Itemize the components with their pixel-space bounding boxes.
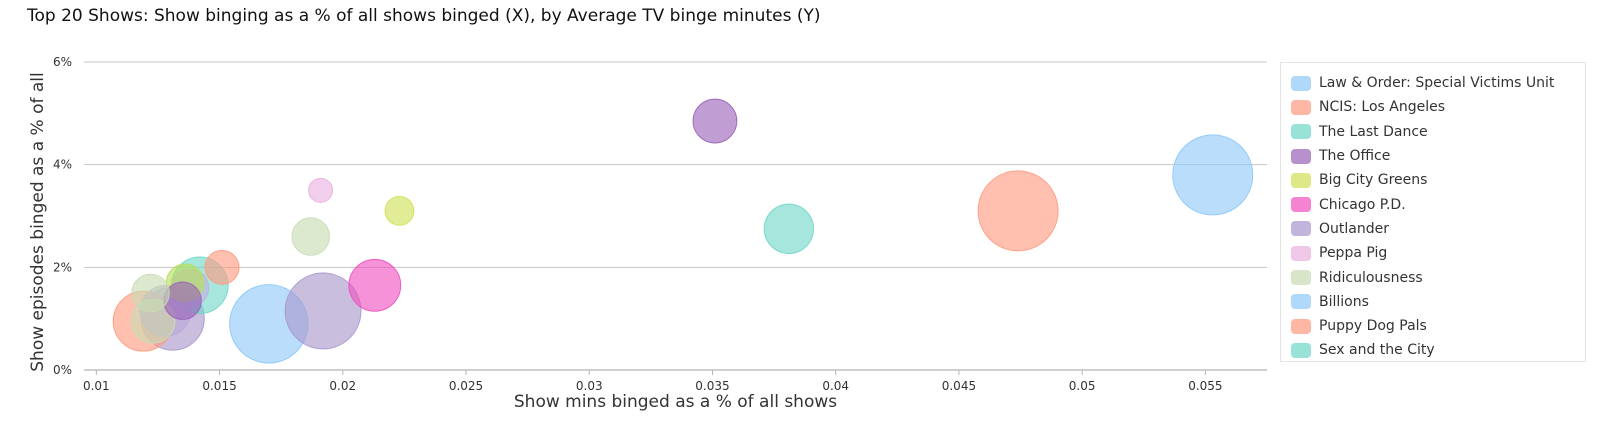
x-tick-label: 0.02 xyxy=(329,379,356,393)
legend-label: Chicago P.D. xyxy=(1319,196,1406,213)
x-tick-label: 0.035 xyxy=(695,379,729,393)
legend-item[interactable]: Peppa Pig xyxy=(1291,241,1585,265)
y-tick-label: 0% xyxy=(53,363,72,377)
legend-label: Billions xyxy=(1319,293,1369,310)
legend-swatch xyxy=(1291,294,1311,310)
legend-label: Law & Order: Special Victims Unit xyxy=(1319,75,1555,92)
bubble-point[interactable] xyxy=(284,272,362,350)
bubble-point[interactable] xyxy=(204,249,240,285)
legend-label: Big City Greens xyxy=(1319,172,1428,189)
legend-item[interactable]: Billions xyxy=(1291,290,1585,314)
legend-item[interactable]: The Last Dance xyxy=(1291,120,1585,144)
scatter-chart: 0% 2% 4% 6% 0.01 0.015 0.02 0.025 0.03 0.035 0.04… xyxy=(28,55,1267,412)
bubble-point[interactable] xyxy=(131,273,170,313)
bubble-point[interactable] xyxy=(692,98,738,144)
legend-label: Outlander xyxy=(1319,220,1389,237)
gridlines xyxy=(84,61,1267,371)
bubble-point[interactable] xyxy=(1172,134,1254,216)
legend-label: Sex and the City xyxy=(1319,342,1435,359)
y-tick-label: 6% xyxy=(53,55,72,69)
legend-item[interactable]: Puppy Dog Pals xyxy=(1291,314,1585,338)
legend-item[interactable]: Outlander xyxy=(1291,217,1585,241)
chart-title: Top 20 Shows: Show binging as a % of all… xyxy=(27,6,821,26)
y-axis-ticks: 0% 2% 4% 6% xyxy=(53,55,72,377)
legend-swatch xyxy=(1291,318,1311,334)
legend-swatch xyxy=(1291,342,1311,358)
y-tick-label: 2% xyxy=(53,260,72,274)
x-axis-ticks: 0.01 0.015 0.02 0.025 0.03 0.035 0.04 0.045 0.05… xyxy=(83,370,1223,393)
legend-item[interactable]: Chicago P.D. xyxy=(1291,192,1585,216)
legend: Law & Order: Special Victims Unit NCIS: L… xyxy=(1280,62,1586,362)
legend-label: Ridiculousness xyxy=(1319,269,1423,286)
x-tick-label: 0.01 xyxy=(83,379,110,393)
legend-item[interactable]: The Office xyxy=(1291,144,1585,168)
bubble-point[interactable] xyxy=(763,203,815,254)
legend-label: The Office xyxy=(1319,148,1391,165)
bubble-point[interactable] xyxy=(348,258,402,312)
legend-swatch xyxy=(1291,270,1311,286)
x-tick-label: 0.05 xyxy=(1069,379,1096,393)
legend-swatch xyxy=(1291,245,1311,261)
x-tick-label: 0.025 xyxy=(449,379,483,393)
legend-swatch xyxy=(1291,148,1311,164)
legend-label: NCIS: Los Angeles xyxy=(1319,99,1446,116)
x-tick-label: 0.015 xyxy=(202,379,236,393)
legend-swatch xyxy=(1291,124,1311,140)
legend-swatch xyxy=(1291,99,1311,115)
legend-item[interactable]: Sex and the City xyxy=(1291,338,1585,362)
x-tick-label: 0.04 xyxy=(822,379,849,393)
x-tick-label: 0.055 xyxy=(1188,379,1222,393)
bubbles xyxy=(112,98,1254,364)
bubble-point[interactable] xyxy=(163,281,202,320)
bubble-point[interactable] xyxy=(291,217,331,256)
bubble-point[interactable] xyxy=(308,177,334,203)
legend-swatch xyxy=(1291,75,1311,91)
x-axis-title: Show mins binged as a % of all shows xyxy=(514,392,837,412)
legend-label: The Last Dance xyxy=(1319,123,1428,140)
legend-label: Peppa Pig xyxy=(1319,245,1388,262)
y-tick-label: 4% xyxy=(53,158,72,172)
y-axis-title: Show episodes binged as a % of all xyxy=(28,72,48,371)
bubble-point[interactable] xyxy=(384,195,415,226)
legend-swatch xyxy=(1291,197,1311,213)
legend-item[interactable]: Big City Greens xyxy=(1291,168,1585,192)
legend-item[interactable]: Ridiculousness xyxy=(1291,265,1585,289)
x-tick-label: 0.045 xyxy=(942,379,976,393)
legend-swatch xyxy=(1291,221,1311,237)
legend-label: Puppy Dog Pals xyxy=(1319,318,1427,335)
legend-item[interactable]: Law & Order: Special Victims Unit xyxy=(1291,71,1585,95)
legend-item[interactable]: NCIS: Los Angeles xyxy=(1291,95,1585,119)
legend-swatch xyxy=(1291,172,1311,188)
x-tick-label: 0.03 xyxy=(576,379,603,393)
bubble-point[interactable] xyxy=(977,170,1059,252)
